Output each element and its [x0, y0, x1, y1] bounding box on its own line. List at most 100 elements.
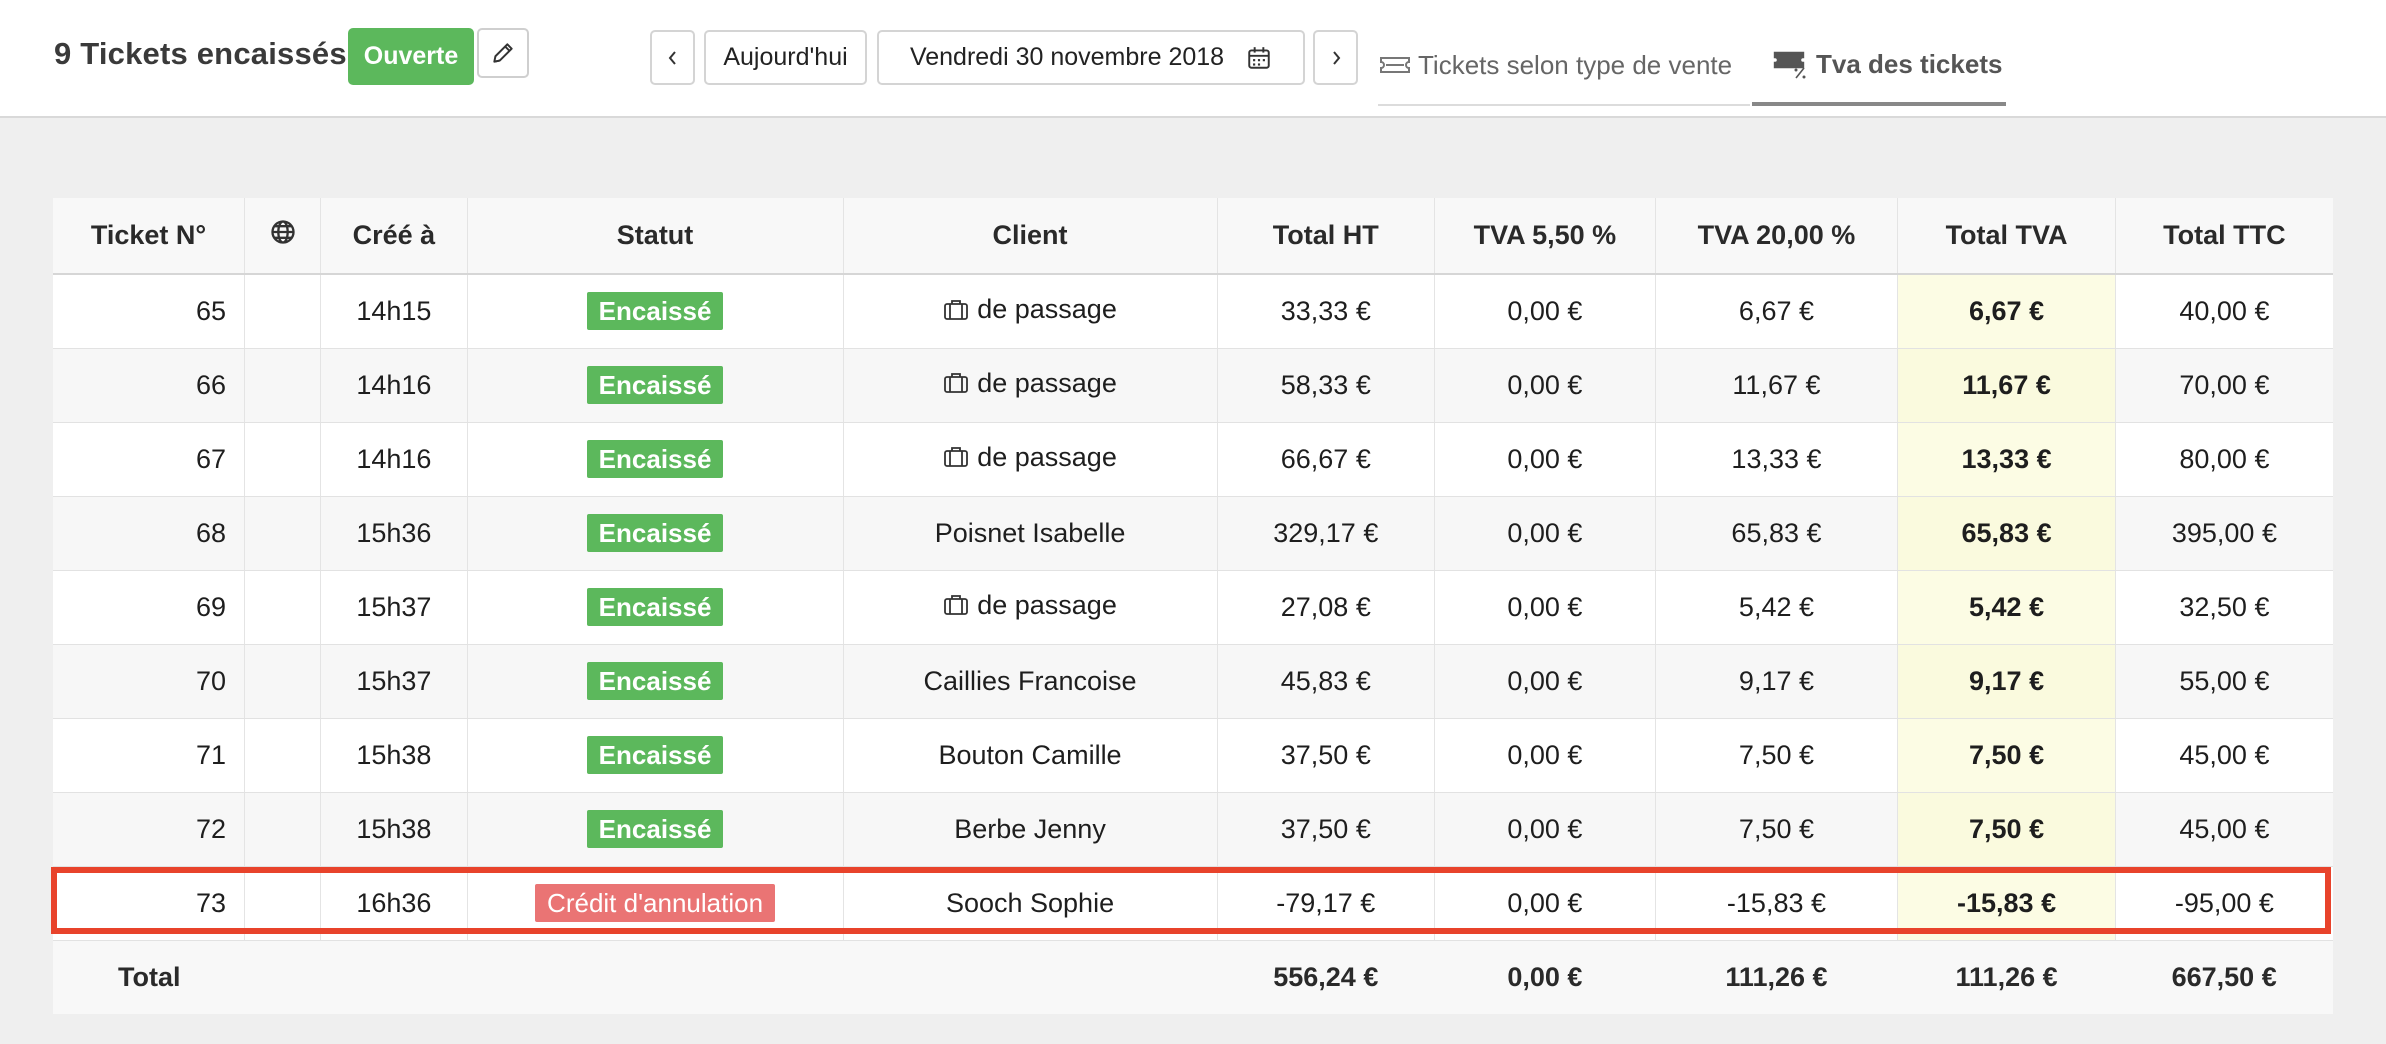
ticket-number[interactable]: 67	[53, 422, 245, 497]
ticket-number[interactable]: 71	[53, 718, 245, 793]
ticket-number[interactable]: 72	[53, 792, 245, 867]
ticket-number[interactable]: 68	[53, 496, 245, 571]
client-name: Berbe Jenny	[954, 813, 1106, 844]
table-row[interactable]: 65 14h15 Encaissé de passage 33,33 €0,00 €6,…	[53, 274, 2333, 349]
totals-vat-5-50: 0,00 €	[1434, 940, 1656, 1014]
status-cell: Encaissé	[467, 496, 844, 571]
briefcase-icon	[944, 595, 969, 616]
column-header-ticket-number[interactable]: Ticket N°	[53, 198, 245, 275]
table-row[interactable]: 71 15h38 Encaissé Bouton Camille 37,50 €0,00…	[53, 718, 2333, 793]
client-cell[interactable]: Sooch Sophie	[843, 866, 1218, 941]
status-badge: Encaissé	[586, 440, 724, 478]
vat-5-50: 0,00 €	[1434, 718, 1656, 793]
table-row[interactable]: 67 14h16 Encaissé de passage 66,67 €0,00 €13…	[53, 422, 2333, 497]
total-ht: 58,33 €	[1217, 348, 1436, 423]
created-at: 16h36	[320, 866, 468, 941]
chevron-right-icon	[1332, 50, 1340, 65]
client-name: Bouton Camille	[938, 739, 1122, 770]
column-header-total-ht[interactable]: Total HT	[1217, 198, 1436, 275]
column-header-status[interactable]: Statut	[467, 198, 844, 275]
vat-20-00: -15,83 €	[1655, 866, 1899, 941]
origin-cell	[244, 274, 322, 349]
total-ttc: 45,00 €	[2115, 718, 2333, 793]
page-title: 9 Tickets encaissés	[54, 36, 347, 71]
column-header-total-vat[interactable]: Total TVA	[1897, 198, 2116, 275]
top-bar: 9 Tickets encaissés Ouverte Aujourd'hui …	[0, 0, 2386, 118]
vat-20-00: 11,67 €	[1655, 348, 1899, 423]
ticket-number[interactable]: 73	[53, 866, 245, 941]
register-status-button[interactable]: Ouverte	[348, 28, 474, 85]
date-picker[interactable]: Vendredi 30 novembre 2018	[877, 30, 1305, 85]
ticket-number[interactable]: 66	[53, 348, 245, 423]
status-badge: Encaissé	[586, 662, 724, 700]
ticket-percent-icon	[1773, 51, 1806, 79]
column-header-created-at[interactable]: Créé à	[320, 198, 468, 275]
table-row[interactable]: 69 15h37 Encaissé de passage 27,08 €0,00 €5,…	[53, 570, 2333, 645]
table-row[interactable]: 68 15h36 Encaissé Poisnet Isabelle 329,17 €0…	[53, 496, 2333, 571]
table-row[interactable]: 73 16h36 Crédit d'annulation Sooch Sophie -7…	[53, 866, 2333, 941]
client-cell[interactable]: de passage	[843, 348, 1218, 423]
client-cell[interactable]: Bouton Camille	[843, 718, 1218, 793]
status-badge: Crédit d'annulation	[535, 884, 776, 922]
client-cell[interactable]: Berbe Jenny	[843, 792, 1218, 867]
client-cell[interactable]: de passage	[843, 570, 1218, 645]
totals-vat-20-00: 111,26 €	[1655, 940, 1898, 1014]
table-row[interactable]: 70 15h37 Encaissé Caillies Francoise 45,83 €…	[53, 644, 2333, 719]
column-header-client[interactable]: Client	[843, 198, 1218, 275]
column-header-origin[interactable]	[244, 198, 322, 275]
origin-cell	[244, 792, 322, 867]
status-cell: Crédit d'annulation	[467, 866, 844, 941]
ticket-number[interactable]: 70	[53, 644, 245, 719]
totals-label: Total	[53, 940, 245, 1014]
status-badge: Encaissé	[586, 736, 724, 774]
tab-ticket-vat[interactable]: Tva des tickets	[1752, 26, 2006, 106]
total-ttc: 32,50 €	[2115, 570, 2333, 645]
table-row[interactable]: 66 14h16 Encaissé de passage 58,33 €0,00 €11…	[53, 348, 2333, 423]
client-cell[interactable]: Caillies Francoise	[843, 644, 1218, 719]
created-at: 15h38	[320, 718, 468, 793]
column-header-total-ttc[interactable]: Total TTC	[2115, 198, 2333, 275]
total-ht: -79,17 €	[1217, 866, 1436, 941]
client-name: de passage	[977, 367, 1117, 398]
vat-5-50: 0,00 €	[1434, 792, 1656, 867]
total-vat: 11,67 €	[1897, 348, 2116, 423]
ticket-number[interactable]: 69	[53, 570, 245, 645]
column-header-vat-20-00[interactable]: TVA 20,00 %	[1655, 198, 1899, 275]
vat-5-50: 0,00 €	[1434, 496, 1656, 571]
total-ttc: 80,00 €	[2115, 422, 2333, 497]
tab-tickets-by-sale-type[interactable]: Tickets selon type de vente	[1378, 26, 1750, 106]
tab-label: Tva des tickets	[1816, 48, 2003, 79]
vat-20-00: 65,83 €	[1655, 496, 1899, 571]
total-ht: 37,50 €	[1217, 718, 1436, 793]
next-day-button[interactable]	[1313, 30, 1358, 85]
ticket-icon	[1380, 57, 1410, 73]
total-ht: 37,50 €	[1217, 792, 1436, 867]
created-at: 15h37	[320, 644, 468, 719]
vat-5-50: 0,00 €	[1434, 422, 1656, 497]
origin-cell	[244, 644, 322, 719]
today-button[interactable]: Aujourd'hui	[704, 30, 867, 85]
status-badge: Encaissé	[586, 292, 724, 331]
client-cell[interactable]: Poisnet Isabelle	[843, 496, 1218, 571]
edit-button[interactable]	[477, 28, 529, 78]
client-cell[interactable]: de passage	[843, 422, 1218, 497]
column-header-vat-5-50[interactable]: TVA 5,50 %	[1434, 198, 1656, 275]
created-at: 14h15	[320, 274, 468, 349]
total-vat: 9,17 €	[1897, 644, 2116, 719]
origin-cell	[244, 422, 322, 497]
totals-empty-cell	[320, 940, 468, 1014]
chevron-left-icon	[668, 50, 676, 65]
table-row[interactable]: 72 15h38 Encaissé Berbe Jenny 37,50 €0,00 €7…	[53, 792, 2333, 867]
total-vat: 6,67 €	[1897, 274, 2116, 349]
totals-empty-cell	[467, 940, 844, 1014]
briefcase-icon	[944, 447, 969, 468]
client-cell[interactable]: de passage	[843, 274, 1218, 349]
tickets-vat-table-container: Ticket N° Créé à Statut Client Total HT …	[53, 198, 2333, 1014]
ticket-number[interactable]: 65	[53, 274, 245, 349]
origin-cell	[244, 348, 322, 423]
total-ht: 33,33 €	[1217, 274, 1436, 349]
previous-day-button[interactable]	[650, 30, 695, 85]
total-vat: 13,33 €	[1897, 422, 2116, 497]
total-vat: -15,83 €	[1897, 866, 2116, 941]
client-name: de passage	[977, 441, 1117, 472]
